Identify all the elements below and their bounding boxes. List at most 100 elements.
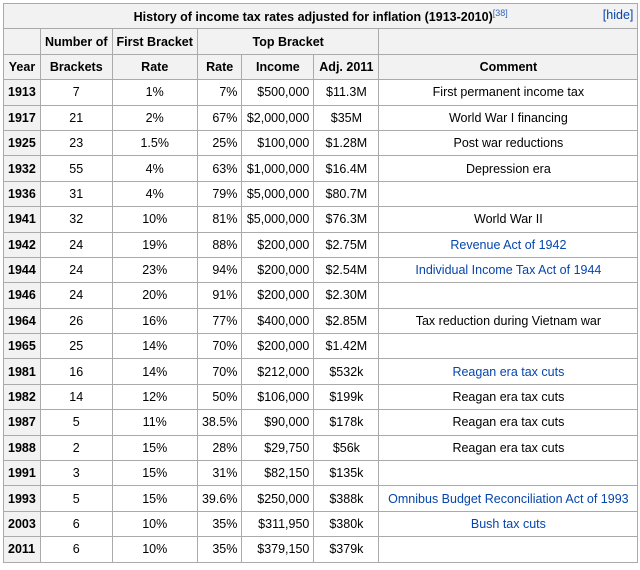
- year-cell: 1991: [3, 460, 41, 487]
- income-cell: $5,000,000: [241, 180, 315, 208]
- tax-rates-table: History of income tax rates adjusted for…: [2, 2, 639, 563]
- income-cell: $200,000: [241, 333, 315, 360]
- first-rate-cell: 20%: [111, 282, 198, 309]
- top-rate-cell: 67%: [196, 104, 243, 131]
- comment-cell: [378, 180, 639, 208]
- top-rate-cell: 63%: [196, 155, 243, 182]
- comment-link[interactable]: Revenue Act of 1942: [450, 237, 567, 252]
- top-rate-cell: 77%: [196, 307, 243, 335]
- top-rate-cell: 25%: [196, 129, 243, 157]
- income-cell: $200,000: [241, 256, 315, 284]
- adj-cell: $56k: [313, 434, 380, 462]
- comment-cell: World War II: [378, 206, 639, 233]
- brackets-cell: 5: [40, 409, 113, 436]
- income-cell: $200,000: [241, 282, 315, 309]
- first-rate-cell: 2%: [111, 104, 198, 131]
- comment-cell: Tax reduction during Vietnam war: [378, 307, 639, 335]
- comment-cell: Revenue Act of 1942: [378, 231, 639, 258]
- comment-cell: Depression era: [378, 155, 639, 182]
- year-cell: 1936: [3, 180, 41, 208]
- table-row: 1913 7 1% 7% $500,000 $11.3M First permanent i…: [3, 79, 639, 106]
- brackets-cell: 24: [40, 231, 113, 258]
- table-row: 1982 14 12% 50% $106,000 $199k Reagan era tax …: [3, 383, 639, 411]
- adj-cell: $379k: [313, 536, 380, 563]
- adj-cell: $2.75M: [313, 231, 380, 258]
- table-row: 1981 16 14% 70% $212,000 $532k Reagan era tax …: [3, 358, 639, 385]
- year-cell: 1965: [3, 333, 41, 360]
- first-rate-cell: 15%: [111, 434, 198, 462]
- comment-cell: Reagan era tax cuts: [378, 409, 639, 436]
- table-title: History of income tax rates adjusted for…: [2, 2, 639, 30]
- comment-cell: [378, 536, 639, 563]
- adj-cell: $388k: [313, 485, 380, 512]
- income-cell: $106,000: [241, 383, 315, 411]
- income-cell: $29,750: [241, 434, 315, 462]
- top-rate-cell: 94%: [196, 256, 243, 284]
- income-cell: $90,000: [241, 409, 315, 436]
- header-empty-comment: [378, 28, 639, 55]
- income-cell: $200,000: [241, 231, 315, 258]
- header-comment: Comment: [378, 53, 639, 81]
- year-cell: 1932: [3, 155, 41, 182]
- year-cell: 1987: [3, 409, 41, 436]
- table-row: 1991 3 15% 31% $82,150 $135k: [3, 460, 639, 487]
- year-cell: 1964: [3, 307, 41, 335]
- brackets-cell: 5: [40, 485, 113, 512]
- header-first-rate: Rate: [111, 53, 198, 81]
- adj-cell: $16.4M: [313, 155, 380, 182]
- first-rate-cell: 11%: [111, 409, 198, 436]
- comment-link[interactable]: Reagan era tax cuts: [452, 364, 565, 379]
- hide-link[interactable]: [hide]: [602, 8, 634, 22]
- income-cell: $400,000: [241, 307, 315, 335]
- year-cell: 1988: [3, 434, 41, 462]
- top-rate-cell: 79%: [196, 180, 243, 208]
- top-rate-cell: 31%: [196, 460, 243, 487]
- top-rate-cell: 88%: [196, 231, 243, 258]
- table-body: 1913 7 1% 7% $500,000 $11.3M First permanent i…: [3, 79, 639, 563]
- comment-cell: World War I financing: [378, 104, 639, 131]
- table-row: 1946 24 20% 91% $200,000 $2.30M: [3, 282, 639, 309]
- top-rate-cell: 81%: [196, 206, 243, 233]
- year-cell: 2003: [3, 510, 41, 538]
- brackets-cell: 23: [40, 129, 113, 157]
- income-cell: $2,000,000: [241, 104, 315, 131]
- top-rate-cell: 70%: [196, 333, 243, 360]
- comment-link[interactable]: Bush tax cuts: [470, 517, 546, 531]
- comment-cell: [378, 460, 639, 487]
- first-rate-cell: 4%: [111, 155, 198, 182]
- adj-cell: $199k: [313, 383, 380, 411]
- income-cell: $250,000: [241, 485, 315, 512]
- header-income: Income: [241, 53, 315, 81]
- top-rate-cell: 38.5%: [196, 409, 243, 436]
- year-cell: 1925: [3, 129, 41, 157]
- brackets-cell: 3: [40, 460, 113, 487]
- adj-cell: $135k: [313, 460, 380, 487]
- year-cell: 1942: [3, 231, 41, 258]
- adj-cell: $2.54M: [313, 256, 380, 284]
- year-cell: 1982: [3, 383, 41, 411]
- year-cell: 1993: [3, 485, 41, 512]
- top-rate-cell: 35%: [196, 536, 243, 563]
- table-row: 1932 55 4% 63% $1,000,000 $16.4M Depression er…: [3, 155, 639, 182]
- table-row: 1936 31 4% 79% $5,000,000 $80.7M: [3, 180, 639, 208]
- comment-link[interactable]: Omnibus Budget Reconciliation Act of 199…: [388, 491, 629, 506]
- brackets-cell: 32: [40, 206, 113, 233]
- table-row: 1925 23 1.5% 25% $100,000 $1.28M Post war redu…: [3, 129, 639, 157]
- adj-cell: $532k: [313, 358, 380, 385]
- adj-cell: $2.30M: [313, 282, 380, 309]
- comment-cell: First permanent income tax: [378, 79, 639, 106]
- header-brackets: Brackets: [40, 53, 113, 81]
- table-row: 1917 21 2% 67% $2,000,000 $35M World War I fin…: [3, 104, 639, 131]
- brackets-cell: 7: [40, 79, 113, 106]
- year-cell: 2011: [3, 536, 41, 563]
- brackets-cell: 24: [40, 282, 113, 309]
- comment-cell: Bush tax cuts: [378, 510, 639, 538]
- adj-cell: $178k: [313, 409, 380, 436]
- comment-link[interactable]: Individual Income Tax Act of 1944: [415, 263, 602, 278]
- reference-link[interactable]: [38]: [492, 8, 508, 19]
- top-rate-cell: 39.6%: [196, 485, 243, 512]
- brackets-cell: 25: [40, 333, 113, 360]
- first-rate-cell: 12%: [111, 383, 198, 411]
- brackets-cell: 55: [40, 155, 113, 182]
- header-number-of: Number of: [40, 28, 113, 55]
